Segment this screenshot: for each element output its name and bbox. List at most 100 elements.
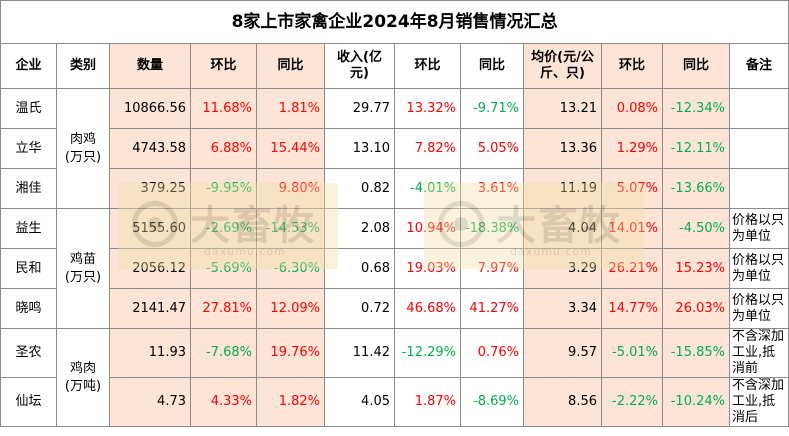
note-cell: 不含深加工业,抵消后 xyxy=(728,377,789,427)
company-cell: 立华 xyxy=(0,128,57,169)
revenue-cell: 11.42 xyxy=(324,328,395,378)
quantity-yoy-cell: 19.76% xyxy=(256,328,325,378)
quantity-yoy-cell: 1.81% xyxy=(256,88,325,129)
price-cell: 13.36 xyxy=(523,128,602,169)
table-row: 湘佳 379.25 -9.95% 9.80% 0.82 -4.01% 3.61% 11.19 5… xyxy=(0,168,789,209)
revenue-mom-cell: 10.94% xyxy=(394,208,461,249)
price-mom-cell: 26.21% xyxy=(601,248,663,289)
header-company: 企业 xyxy=(0,43,57,89)
header-quantity: 数量 xyxy=(109,43,191,89)
price-mom-cell: 5.07% xyxy=(601,168,663,209)
revenue-yoy-cell: -8.69% xyxy=(460,377,524,427)
quantity-mom-cell: -5.69% xyxy=(190,248,257,289)
table-row: 立华 4743.58 6.88% 15.44% 13.10 7.82% 5.05% 13.36… xyxy=(0,128,789,169)
revenue-mom-cell: -4.01% xyxy=(394,168,461,209)
table-row: 晓鸣 2141.47 27.81% 12.09% 0.72 46.68% 41.27% 3.3… xyxy=(0,288,789,329)
company-cell: 晓鸣 xyxy=(0,288,57,329)
category-cell: 鸡肉 (万吨) xyxy=(56,328,110,427)
price-cell: 9.57 xyxy=(523,328,602,378)
revenue-cell: 29.77 xyxy=(324,88,395,129)
revenue-mom-cell: 46.68% xyxy=(394,288,461,329)
quantity-mom-cell: -9.95% xyxy=(190,168,257,209)
quantity-yoy-cell: -6.30% xyxy=(256,248,325,289)
quantity-cell: 2141.47 xyxy=(109,288,191,329)
price-cell: 11.19 xyxy=(523,168,602,209)
header-category: 类别 xyxy=(56,43,110,89)
quantity-cell: 379.25 xyxy=(109,168,191,209)
revenue-cell: 4.05 xyxy=(324,377,395,427)
price-cell: 8.56 xyxy=(523,377,602,427)
quantity-cell: 11.93 xyxy=(109,328,191,378)
quantity-mom-cell: 27.81% xyxy=(190,288,257,329)
revenue-cell: 13.10 xyxy=(324,128,395,169)
header-revenue: 收入(亿元) xyxy=(324,43,395,89)
price-yoy-cell: -10.24% xyxy=(662,377,730,427)
revenue-yoy-cell: -9.71% xyxy=(460,88,524,129)
price-mom-cell: -5.01% xyxy=(601,328,663,378)
table-row: 民和 2056.12 -5.69% -6.30% 0.68 19.03% 7.97% 3.29… xyxy=(0,248,789,289)
note-cell: 不含深加工业,抵消前 xyxy=(728,328,789,378)
company-cell: 仙坛 xyxy=(0,377,57,427)
header-revenue-yoy: 同比 xyxy=(460,43,524,89)
header-note: 备注 xyxy=(728,43,789,89)
category-cell: 肉鸡 (万只) xyxy=(56,88,110,209)
quantity-cell: 2056.12 xyxy=(109,248,191,289)
price-mom-cell: 1.29% xyxy=(601,128,663,169)
company-cell: 圣农 xyxy=(0,328,57,378)
price-mom-cell: 14.01% xyxy=(601,208,663,249)
price-cell: 13.21 xyxy=(523,88,602,129)
revenue-mom-cell: 13.32% xyxy=(394,88,461,129)
quantity-mom-cell: 4.33% xyxy=(190,377,257,427)
table-row: 温氏 肉鸡 (万只) 10866.56 11.68% 1.81% 29.77 13.32% -… xyxy=(0,88,789,209)
header-quantity-mom: 环比 xyxy=(190,43,257,89)
note-cell xyxy=(728,168,789,209)
quantity-cell: 10866.56 xyxy=(109,88,191,129)
quantity-cell: 4.73 xyxy=(109,377,191,427)
price-mom-cell: -2.22% xyxy=(601,377,663,427)
revenue-yoy-cell: 0.76% xyxy=(460,328,524,378)
table-row: 仙坛 4.73 4.33% 1.82% 4.05 1.87% -8.69% 8.56 -2.22… xyxy=(0,377,789,427)
price-yoy-cell: -4.50% xyxy=(662,208,730,249)
revenue-mom-cell: -12.29% xyxy=(394,328,461,378)
header-price: 均价(元/公斤、只) xyxy=(523,43,602,89)
header-price-yoy: 同比 xyxy=(662,43,730,89)
price-yoy-cell: -12.34% xyxy=(662,88,730,129)
price-cell: 4.04 xyxy=(523,208,602,249)
revenue-mom-cell: 1.87% xyxy=(394,377,461,427)
table-row: 益生 鸡苗 (万只) 5155.60 -2.69% -14.53% 2.08 10.94% -… xyxy=(0,208,789,329)
revenue-mom-cell: 7.82% xyxy=(394,128,461,169)
quantity-yoy-cell: 1.82% xyxy=(256,377,325,427)
company-cell: 温氏 xyxy=(0,88,57,129)
price-yoy-cell: -15.85% xyxy=(662,328,730,378)
revenue-yoy-cell: 7.97% xyxy=(460,248,524,289)
revenue-cell: 0.68 xyxy=(324,248,395,289)
quantity-yoy-cell: 15.44% xyxy=(256,128,325,169)
quantity-yoy-cell: 12.09% xyxy=(256,288,325,329)
revenue-yoy-cell: -18.38% xyxy=(460,208,524,249)
note-cell: 价格以只为单位 xyxy=(728,208,789,249)
header-price-mom: 环比 xyxy=(601,43,663,89)
price-cell: 3.29 xyxy=(523,248,602,289)
revenue-cell: 0.72 xyxy=(324,288,395,329)
price-yoy-cell: -12.11% xyxy=(662,128,730,169)
quantity-yoy-cell: 9.80% xyxy=(256,168,325,209)
quantity-cell: 4743.58 xyxy=(109,128,191,169)
category-cell: 鸡苗 (万只) xyxy=(56,208,110,329)
quantity-mom-cell: -7.68% xyxy=(190,328,257,378)
quantity-cell: 5155.60 xyxy=(109,208,191,249)
note-cell xyxy=(728,88,789,129)
note-cell: 价格以只为单位 xyxy=(728,248,789,289)
sales-table: 8家上市家禽企业2024年8月销售情况汇总 企业 类别 数量 环比 同比 收入(… xyxy=(0,0,789,427)
company-cell: 益生 xyxy=(0,208,57,249)
table-row: 圣农 鸡肉 (万吨) 11.93 -7.68% 19.76% 11.42 -12.29% 0.… xyxy=(0,328,789,427)
price-yoy-cell: 15.23% xyxy=(662,248,730,289)
price-yoy-cell: -13.66% xyxy=(662,168,730,209)
company-cell: 湘佳 xyxy=(0,168,57,209)
price-mom-cell: 0.08% xyxy=(601,88,663,129)
revenue-mom-cell: 19.03% xyxy=(394,248,461,289)
table-title: 8家上市家禽企业2024年8月销售情况汇总 xyxy=(0,0,789,44)
revenue-yoy-cell: 41.27% xyxy=(460,288,524,329)
revenue-yoy-cell: 3.61% xyxy=(460,168,524,209)
price-mom-cell: 14.77% xyxy=(601,288,663,329)
